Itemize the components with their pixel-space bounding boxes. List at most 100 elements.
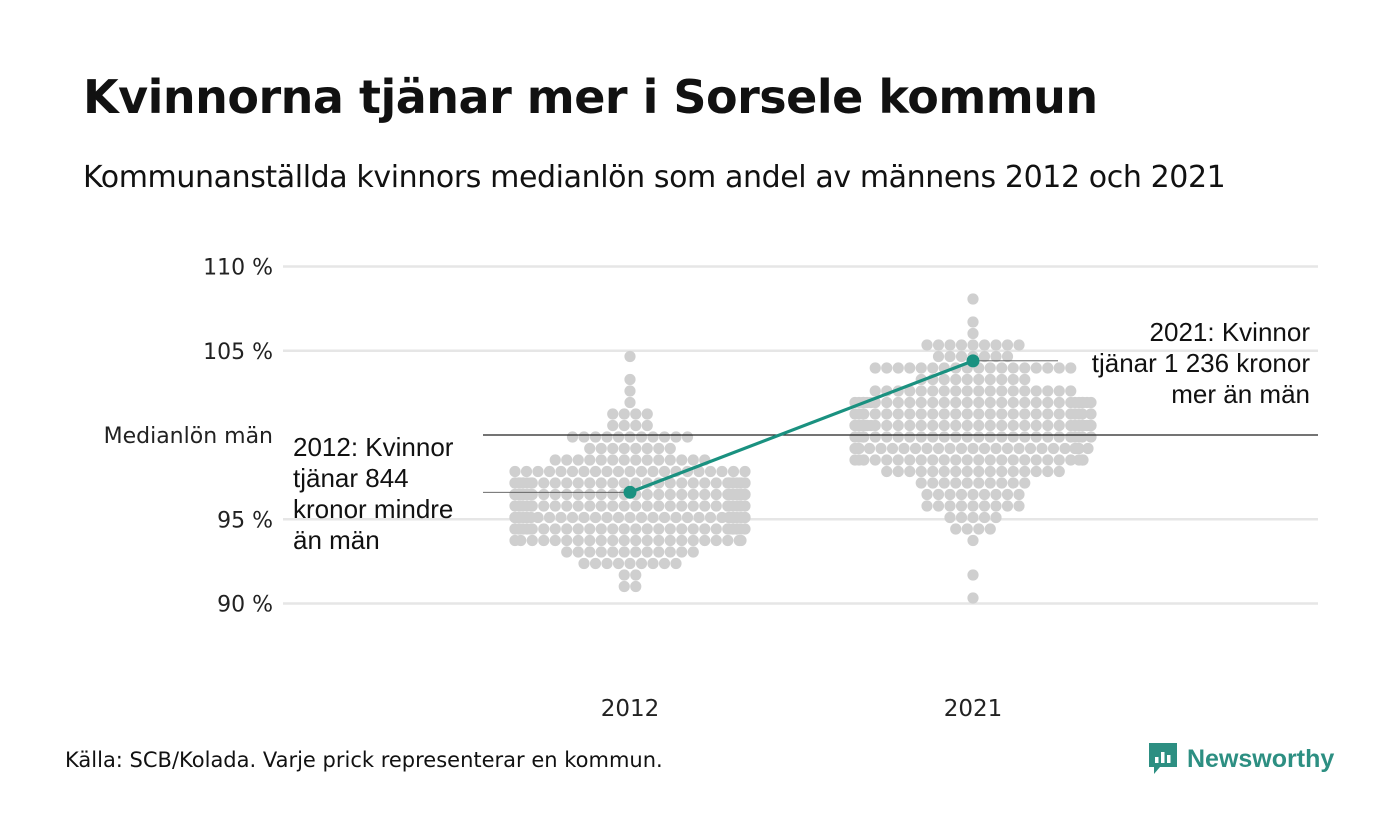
municipality-dot <box>892 408 904 420</box>
municipality-dot <box>904 385 916 397</box>
municipality-dot <box>1085 408 1097 420</box>
municipality-dot <box>635 557 648 570</box>
municipality-dot <box>961 523 973 535</box>
municipality-dot <box>996 454 1008 466</box>
municipality-dot <box>961 419 973 432</box>
municipality-dot <box>950 419 962 432</box>
municipality-dot <box>607 454 619 466</box>
municipality-dot <box>950 396 962 409</box>
municipality-dot <box>973 385 985 397</box>
x-tick-label: 2021 <box>944 696 1003 722</box>
municipality-dot <box>687 500 699 512</box>
municipality-dot <box>699 477 711 489</box>
municipality-dot <box>664 488 676 501</box>
municipality-dot <box>1019 477 1031 489</box>
municipality-dot <box>543 465 556 478</box>
municipality-dot <box>561 523 573 535</box>
municipality-dot <box>653 454 665 466</box>
municipality-dot <box>578 557 590 570</box>
municipality-dot <box>858 408 870 420</box>
municipality-dot <box>630 477 642 489</box>
municipality-dot <box>1007 431 1019 443</box>
municipality-dot <box>915 362 927 374</box>
municipality-dot <box>561 534 573 547</box>
municipality-dot <box>549 500 561 512</box>
municipality-dot <box>978 350 991 363</box>
municipality-dot <box>973 465 985 478</box>
municipality-dot <box>589 557 602 570</box>
municipality-dot <box>967 316 979 328</box>
municipality-dot <box>595 442 607 455</box>
municipality-dot <box>869 362 881 374</box>
municipality-dot <box>904 465 916 478</box>
municipality-dot <box>555 465 567 478</box>
municipality-dot <box>1030 385 1042 397</box>
municipality-dot <box>950 373 962 386</box>
municipality-dot <box>961 454 973 466</box>
municipality-dot <box>915 477 927 489</box>
municipality-dot <box>735 534 747 547</box>
municipality-dot <box>572 546 584 558</box>
municipality-dot <box>967 511 979 524</box>
municipality-dot <box>938 396 950 409</box>
municipality-dot <box>526 534 538 547</box>
municipality-dot <box>658 511 671 524</box>
municipality-dot <box>515 500 527 512</box>
municipality-dot <box>526 488 538 501</box>
municipality-dot <box>561 488 573 501</box>
municipality-dot <box>723 511 735 524</box>
municipality-dot <box>549 477 561 489</box>
annotation-2012: 2012: Kvinnor tjänar 844 kronor mindre än m… <box>293 432 454 555</box>
municipality-dot <box>630 523 642 535</box>
municipality-dot <box>1024 442 1037 455</box>
municipality-dot <box>704 511 717 524</box>
municipality-dot <box>1030 465 1042 478</box>
municipality-dot <box>572 454 584 466</box>
municipality-dot <box>676 488 688 501</box>
municipality-dot <box>950 431 962 443</box>
municipality-dot <box>961 385 973 397</box>
municipality-dot <box>601 465 613 478</box>
municipality-dot <box>584 477 596 489</box>
municipality-dot <box>938 465 950 478</box>
municipality-dot <box>653 488 665 501</box>
municipality-dot <box>1007 419 1019 432</box>
municipality-dot <box>881 419 893 432</box>
municipality-dot <box>915 396 927 409</box>
municipality-dot <box>863 442 876 455</box>
municipality-dot <box>670 431 682 443</box>
municipality-dot <box>927 362 939 374</box>
municipality-dot <box>984 362 996 374</box>
municipality-dot <box>984 419 996 432</box>
municipality-dot <box>584 488 596 501</box>
municipality-dot <box>950 385 962 397</box>
municipality-dot <box>618 580 630 593</box>
highlight-line <box>629 359 974 494</box>
municipality-dot <box>1019 465 1031 478</box>
municipality-dot <box>653 546 665 558</box>
municipality-dot <box>973 373 985 386</box>
municipality-dot <box>630 419 642 432</box>
municipality-dot <box>973 454 985 466</box>
grid-lines <box>283 265 1318 605</box>
municipality-dot <box>658 431 671 443</box>
municipality-dot <box>1053 431 1065 443</box>
municipality-dot <box>869 408 881 420</box>
municipality-dot <box>996 385 1008 397</box>
municipality-dot <box>898 442 910 455</box>
municipality-dot <box>635 511 648 524</box>
municipality-dot <box>1019 385 1031 397</box>
municipality-dot <box>624 465 636 478</box>
beeswarm-chart: 90 % 95 % 105 % 110 % Medianlön män 2012 2021 2… <box>104 256 1318 722</box>
municipality-dot <box>1053 385 1065 397</box>
municipality-dot <box>1001 339 1014 351</box>
municipality-dot <box>990 488 1002 501</box>
municipality-dot <box>693 511 705 524</box>
municipality-dot <box>955 511 968 524</box>
municipality-dot <box>1007 373 1019 386</box>
municipality-dot <box>607 419 619 432</box>
municipality-dot <box>630 546 642 558</box>
municipality-dot <box>601 511 613 524</box>
municipality-dot <box>710 523 722 535</box>
municipality-dot <box>944 339 956 351</box>
